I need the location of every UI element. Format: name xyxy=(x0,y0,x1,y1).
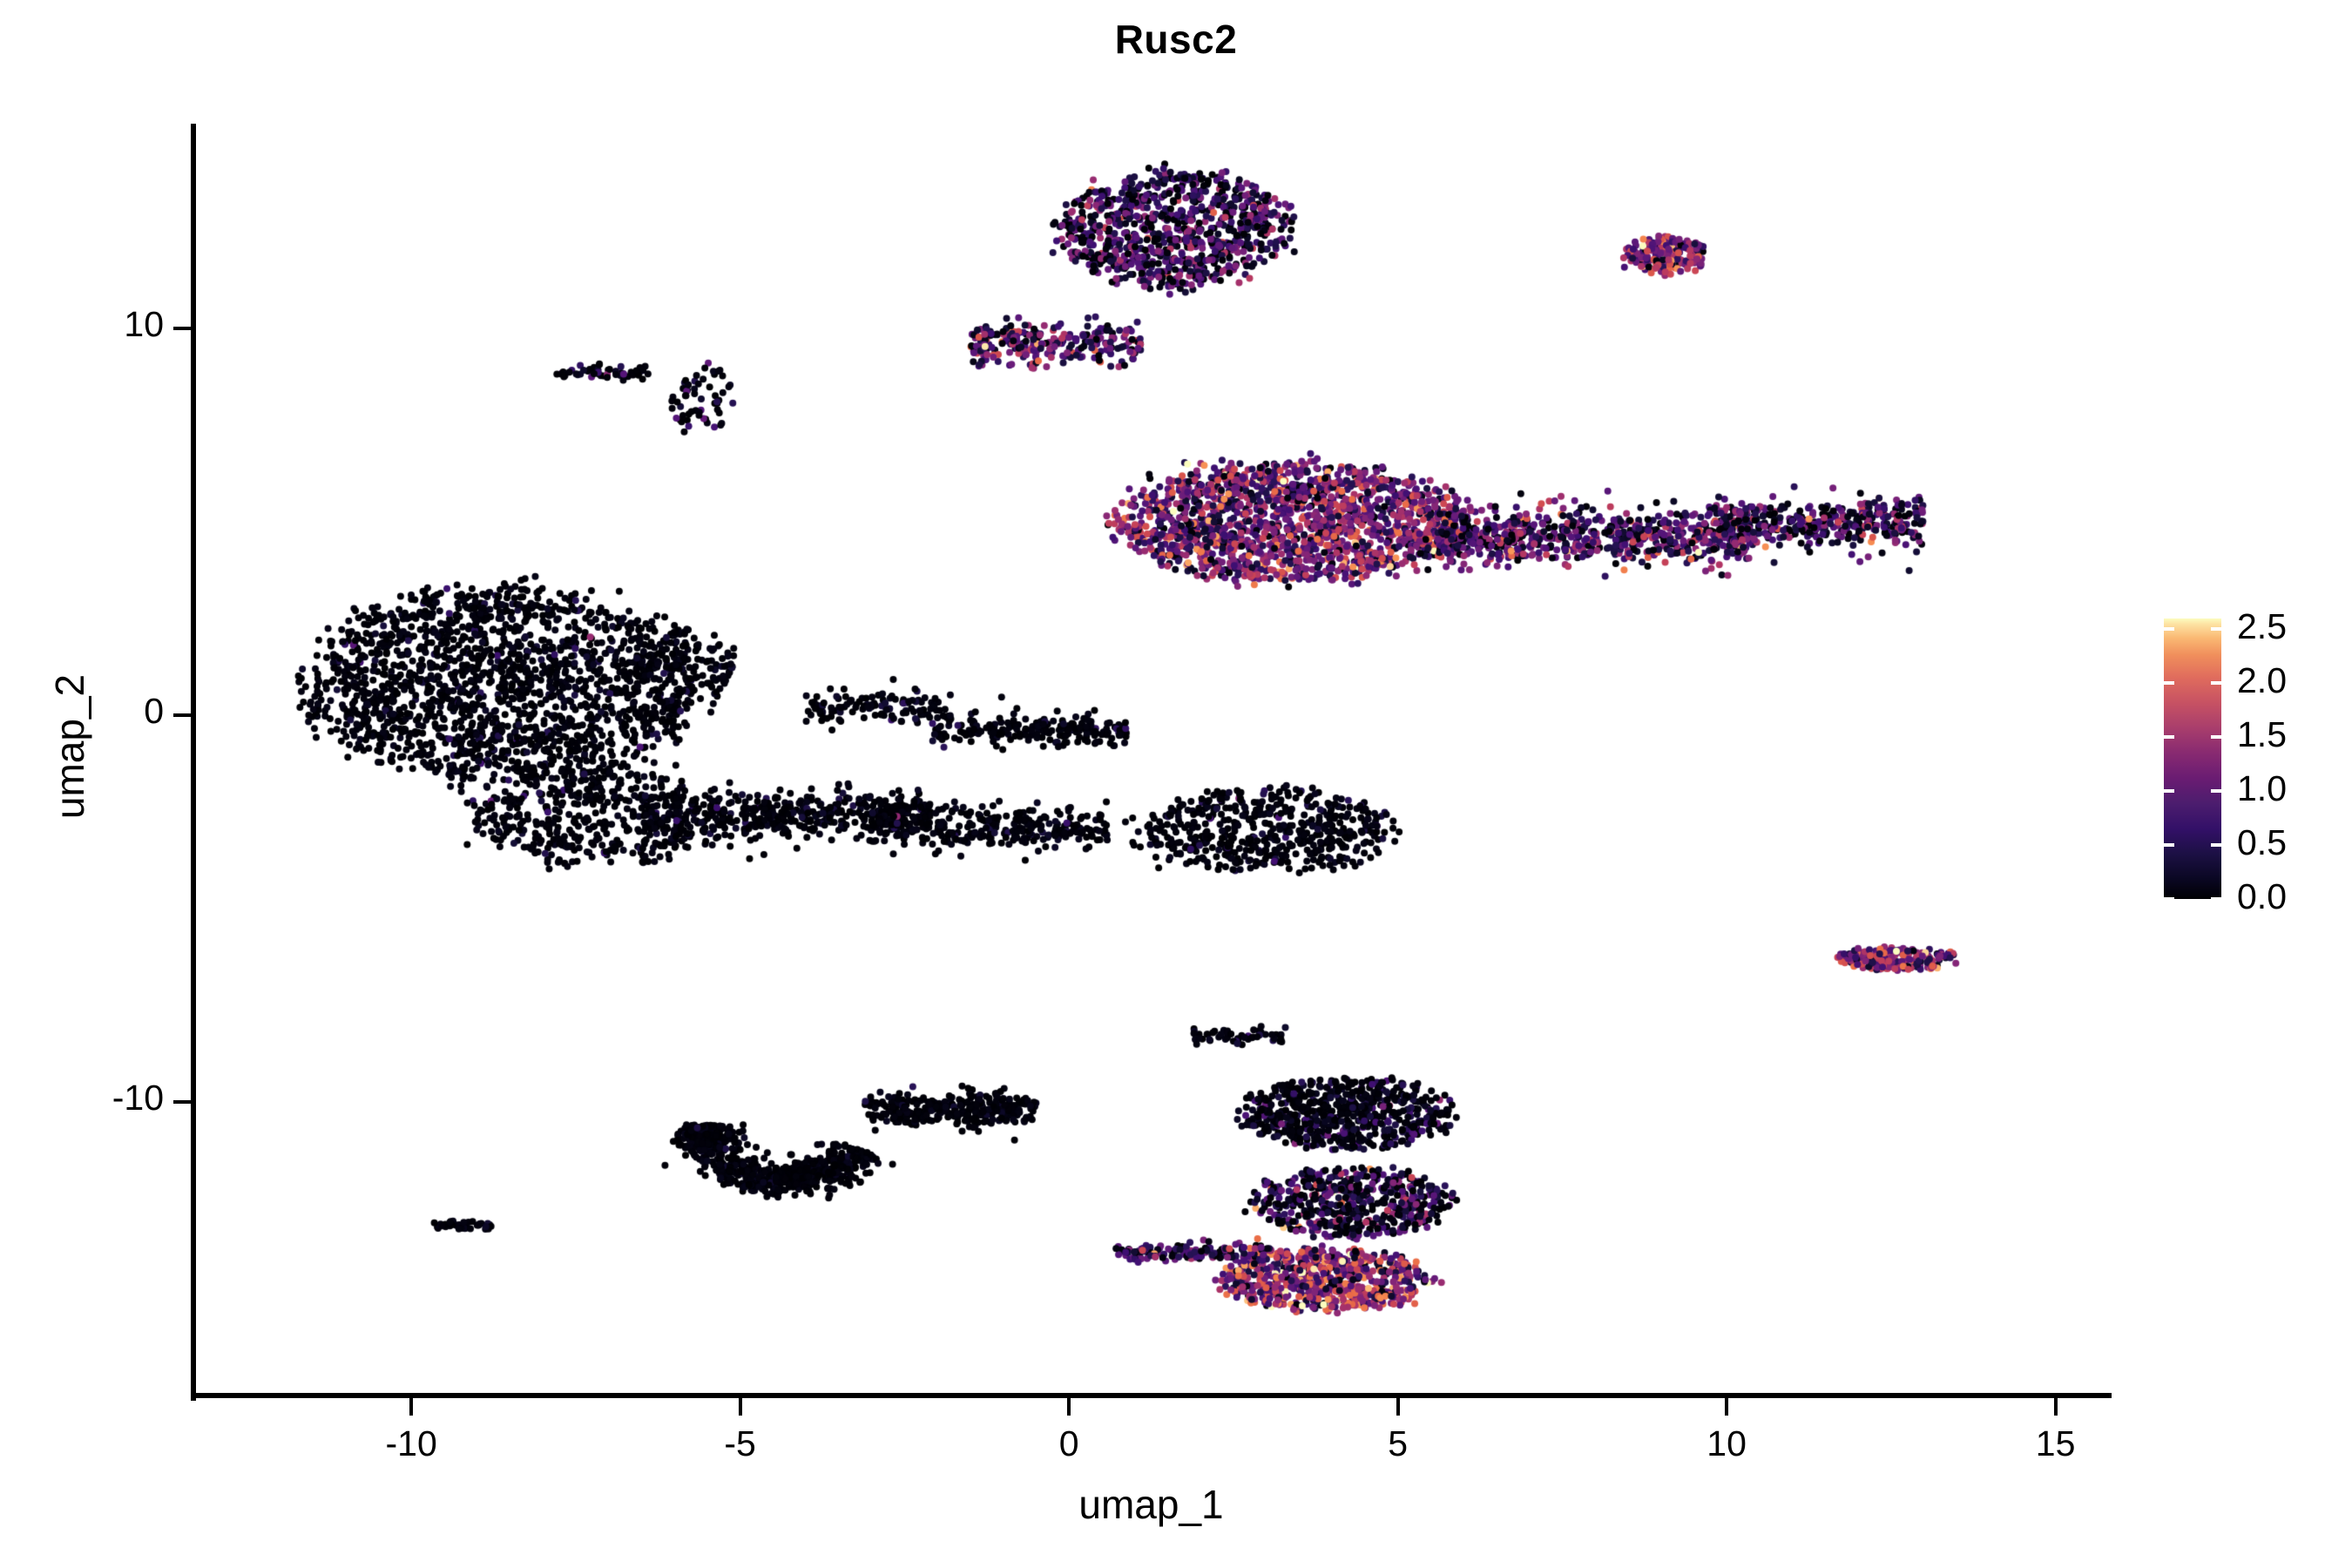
x-tick-label: -5 xyxy=(724,1423,756,1463)
y-tick-mark xyxy=(173,1099,191,1104)
x-tick-label: 10 xyxy=(1707,1423,1747,1463)
colorbar-tick-mark xyxy=(2211,897,2221,901)
colorbar-gradient xyxy=(2164,618,2221,899)
colorbar-tick-mark xyxy=(2164,735,2174,740)
colorbar-tick-label: 0.0 xyxy=(2237,876,2287,916)
x-tick-label: 0 xyxy=(1058,1423,1079,1463)
x-axis-label: umap_1 xyxy=(1078,1482,1224,1527)
colorbar-tick-label: 1.0 xyxy=(2237,768,2287,809)
y-tick-label: 0 xyxy=(144,690,164,731)
x-tick-mark xyxy=(1396,1398,1400,1416)
x-tick-label: 15 xyxy=(2035,1423,2076,1463)
colorbar-tick-mark xyxy=(2164,681,2174,686)
x-tick-label: -10 xyxy=(385,1423,437,1463)
scatter-points-layer xyxy=(194,124,2108,1396)
y-tick-mark xyxy=(173,327,191,331)
colorbar-tick-label: 1.5 xyxy=(2237,714,2287,755)
x-tick-mark xyxy=(1725,1398,1729,1416)
colorbar-tick-mark xyxy=(2211,843,2221,848)
chart-title: Rusc2 xyxy=(1114,17,1238,62)
colorbar-tick-mark xyxy=(2211,681,2221,686)
y-axis-spine xyxy=(191,124,196,1401)
x-tick-label: 5 xyxy=(1388,1423,1409,1463)
y-tick-label: -10 xyxy=(112,1077,164,1118)
y-tick-mark xyxy=(173,713,191,717)
x-axis-spine xyxy=(191,1393,2112,1398)
x-tick-mark xyxy=(409,1398,414,1416)
colorbar-tick-mark xyxy=(2211,627,2221,632)
plot-area xyxy=(194,124,2108,1396)
x-tick-mark xyxy=(738,1398,742,1416)
x-tick-mark xyxy=(1067,1398,1071,1416)
y-axis-label: umap_2 xyxy=(47,673,92,820)
colorbar-tick-mark xyxy=(2164,897,2174,901)
colorbar-tick-mark xyxy=(2211,789,2221,794)
colorbar-tick-mark xyxy=(2164,627,2174,632)
colorbar-tick-label: 2.5 xyxy=(2237,606,2287,647)
colorbar-tick-label: 2.0 xyxy=(2237,660,2287,701)
colorbar-tick-mark xyxy=(2164,789,2174,794)
colorbar-tick-label: 0.5 xyxy=(2237,822,2287,863)
colorbar-tick-mark xyxy=(2211,735,2221,740)
y-tick-label: 10 xyxy=(124,304,164,345)
colorbar-tick-mark xyxy=(2164,843,2174,848)
x-tick-mark xyxy=(2053,1398,2058,1416)
